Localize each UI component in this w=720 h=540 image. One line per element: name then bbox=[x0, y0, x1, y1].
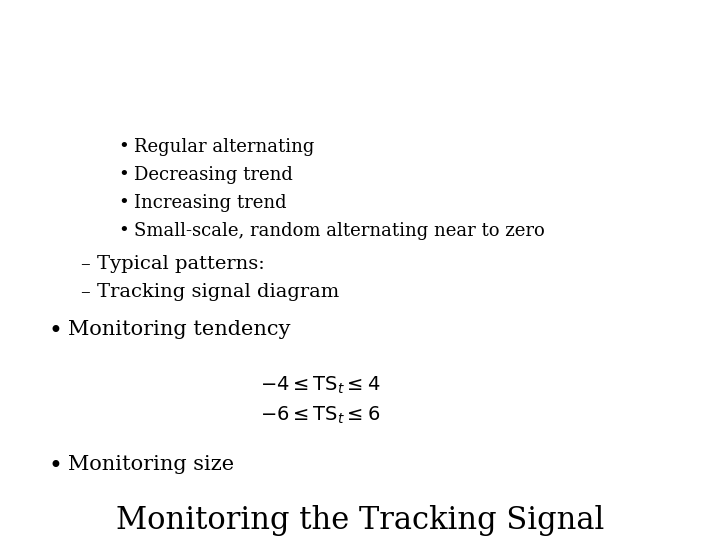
Text: Increasing trend: Increasing trend bbox=[134, 194, 287, 212]
Text: Regular alternating: Regular alternating bbox=[134, 138, 315, 156]
Text: –: – bbox=[80, 255, 90, 273]
Text: –: – bbox=[80, 283, 90, 301]
Text: Tracking signal diagram: Tracking signal diagram bbox=[97, 283, 339, 301]
Text: $-4 \leq \mathrm{TS}_{t} \leq 4$: $-4 \leq \mathrm{TS}_{t} \leq 4$ bbox=[260, 375, 380, 396]
Text: •: • bbox=[118, 166, 129, 184]
Text: •: • bbox=[118, 222, 129, 240]
Text: •: • bbox=[118, 194, 129, 212]
Text: $-6 \leq \mathrm{TS}_{t} \leq 6$: $-6 \leq \mathrm{TS}_{t} \leq 6$ bbox=[260, 405, 380, 426]
Text: Monitoring size: Monitoring size bbox=[68, 455, 234, 474]
Text: Small-scale, random alternating near to zero: Small-scale, random alternating near to … bbox=[134, 222, 545, 240]
Text: •: • bbox=[48, 455, 62, 478]
Text: Monitoring tendency: Monitoring tendency bbox=[68, 320, 290, 339]
Text: •: • bbox=[118, 138, 129, 156]
Text: Monitoring the Tracking Signal: Monitoring the Tracking Signal bbox=[116, 505, 604, 536]
Text: •: • bbox=[48, 320, 62, 343]
Text: Decreasing trend: Decreasing trend bbox=[134, 166, 293, 184]
Text: Typical patterns:: Typical patterns: bbox=[97, 255, 265, 273]
